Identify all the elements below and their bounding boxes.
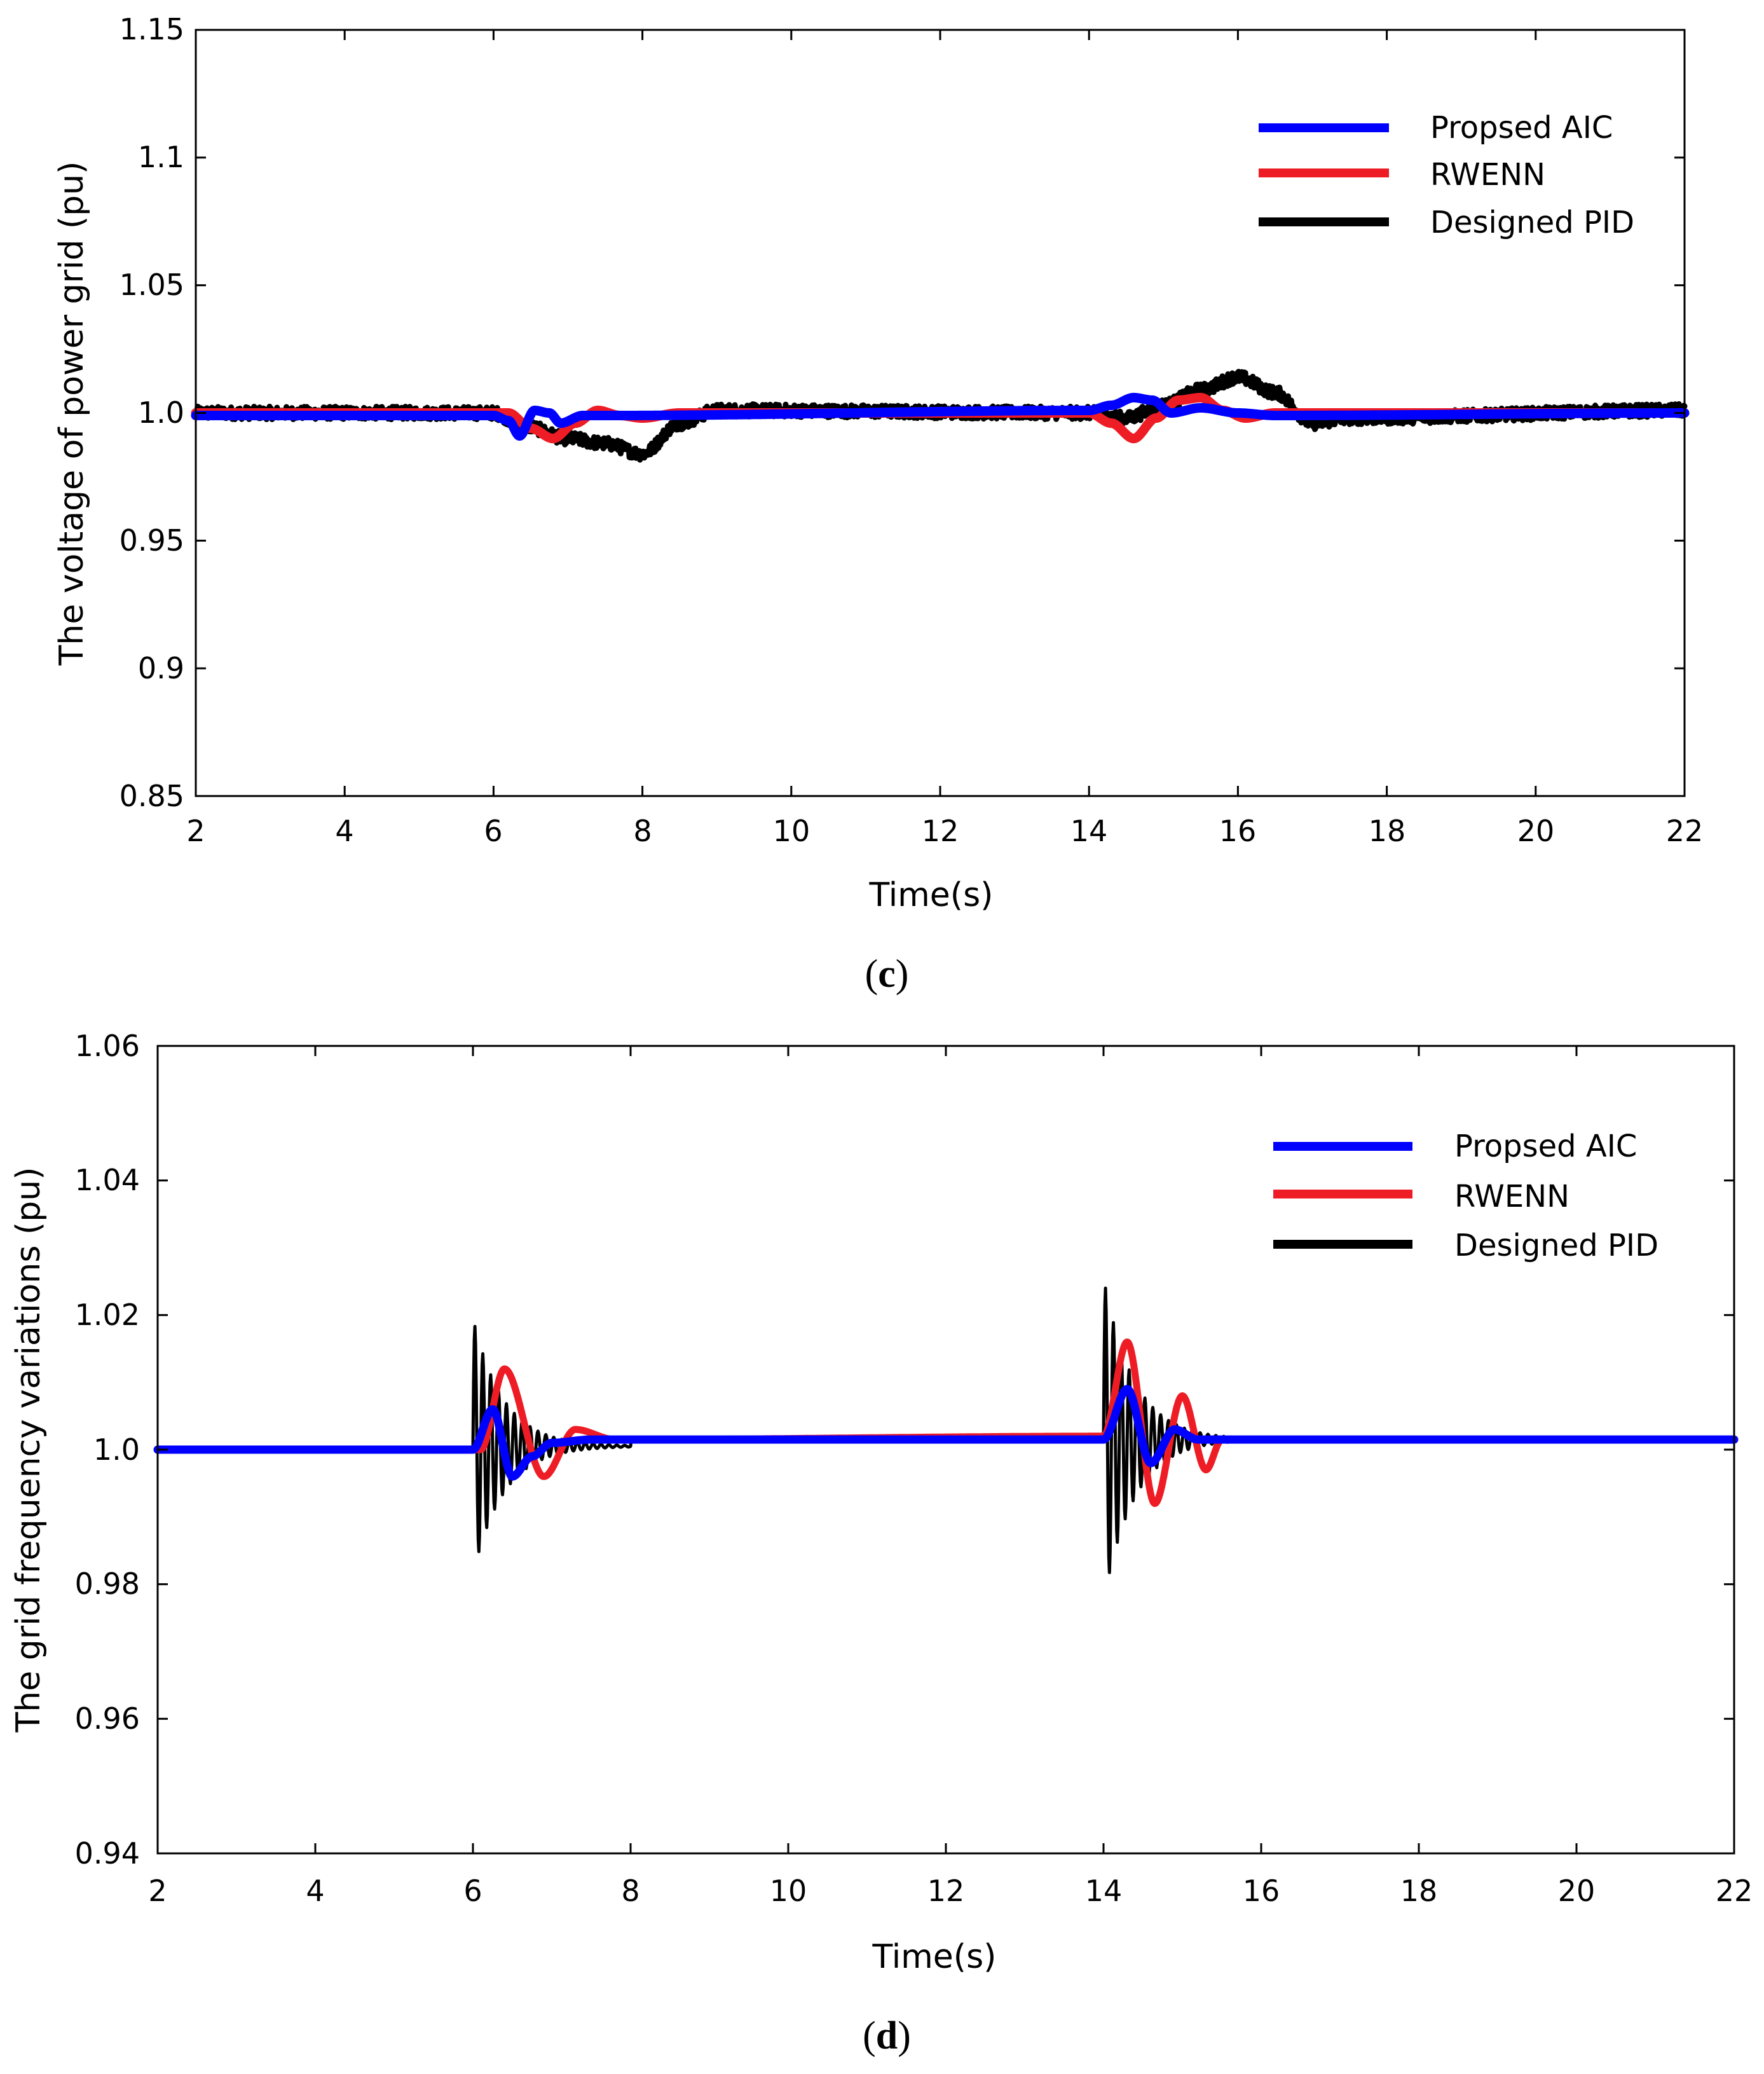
caption-d-letter: d: [876, 2014, 898, 2057]
chart-c-xtick-label: 22: [1666, 814, 1704, 848]
chart-c-xtick-label: 4: [335, 814, 353, 848]
chart-c: 0.85 0.9 0.95 1.0 1.05 1.1 1.15 2 4 6 8 …: [53, 12, 1703, 996]
legend-label-aic: Propsed AIC: [1454, 1129, 1637, 1164]
chart-d-ytick-label: 1.0: [93, 1432, 140, 1467]
chart-d-ylabel: The grid frequency variations (pu): [10, 1167, 48, 1733]
chart-c-ytick-label: 0.85: [120, 779, 184, 813]
chart-c-xtick-label: 6: [484, 814, 502, 848]
caption-c-letter: c: [878, 952, 896, 996]
chart-c-xtick-label: 10: [773, 814, 810, 848]
series-line-aic: [191, 392, 1690, 441]
chart-c-ylabel: The voltage of power grid (pu): [53, 161, 91, 666]
chart-d-xtick-label: 14: [1085, 1874, 1123, 1908]
chart-c-xtick-label: 12: [922, 814, 959, 848]
series-line-aic: [153, 1385, 1739, 1481]
chart-d-xtick-label: 8: [621, 1874, 639, 1908]
chart-d-xtick-label: 22: [1716, 1874, 1753, 1908]
chart-d-xtick-label: 12: [927, 1874, 965, 1908]
chart-c-legend: Propsed AIC RWENN Designed PID: [1259, 110, 1634, 240]
chart-d-xtick-label: 20: [1558, 1874, 1596, 1908]
legend-label-pid: Designed PID: [1430, 205, 1634, 240]
chart-c-xtick-label: 8: [633, 814, 652, 848]
chart-d-ticks: [156, 1045, 1735, 1855]
caption-c: (c): [865, 952, 909, 996]
chart-c-xtick-label: 2: [186, 814, 205, 848]
series-line-pid: [156, 1286, 1736, 1574]
chart-c-ytick-label: 1.05: [120, 268, 184, 302]
chart-c-xtick-label: 16: [1219, 814, 1257, 848]
chart-d-ytick-label: 0.96: [75, 1701, 140, 1736]
chart-d-xtick-label: 4: [306, 1874, 324, 1908]
chart-d-ytick-label: 1.06: [75, 1029, 140, 1063]
chart-d-series: [153, 1286, 1739, 1574]
chart-d-xtick-label: 6: [463, 1874, 482, 1908]
legend-label-rwenn: RWENN: [1430, 157, 1545, 193]
chart-d-ytick-label: 1.04: [75, 1163, 140, 1197]
chart-c-ytick-label: 1.1: [138, 140, 184, 174]
chart-c-ytick-label: 0.9: [138, 651, 184, 685]
chart-c-xtick-label: 14: [1070, 814, 1108, 848]
legend-label-rwenn: RWENN: [1454, 1179, 1569, 1214]
chart-d-xtick-label: 2: [148, 1874, 167, 1908]
chart-d-xlabel: Time(s): [872, 1938, 997, 1976]
chart-c-ytick-label: 1.15: [120, 12, 184, 46]
chart-c-xtick-label: 20: [1517, 814, 1555, 848]
caption-d: (d): [863, 2014, 911, 2057]
chart-d-ytick-label: 1.02: [75, 1298, 140, 1332]
chart-d: 0.94 0.96 0.98 1.0 1.02 1.04 1.06 2 4 6 …: [10, 1029, 1753, 2057]
chart-c-ytick-label: 1.0: [138, 395, 184, 430]
chart-d-xtick-label: 16: [1243, 1874, 1280, 1908]
chart-d-legend: Propsed AIC RWENN Designed PID: [1273, 1129, 1658, 1263]
chart-c-xlabel: Time(s): [869, 876, 994, 914]
chart-d-xtick-label: 18: [1400, 1874, 1438, 1908]
chart-d-ytick-label: 0.98: [75, 1567, 140, 1601]
legend-label-aic: Propsed AIC: [1430, 110, 1613, 146]
chart-c-ticks: [195, 29, 1686, 797]
chart-c-xtick-label: 18: [1369, 814, 1406, 848]
chart-c-series: [191, 369, 1690, 463]
chart-c-ytick-label: 0.95: [120, 523, 184, 558]
chart-d-ytick-label: 0.94: [75, 1836, 140, 1871]
legend-label-pid: Designed PID: [1454, 1228, 1658, 1263]
series-line-rwenn: [154, 1338, 1738, 1507]
chart-d-xtick-label: 10: [770, 1874, 807, 1908]
